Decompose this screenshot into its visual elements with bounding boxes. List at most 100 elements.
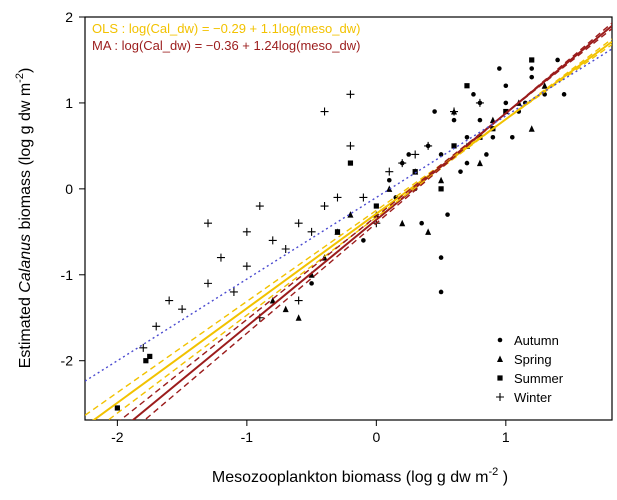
x-axis-label: Mesozooplankton biomass (log g dw m-2 ) — [212, 466, 508, 486]
equation-label: MA : log(Cal_dw) = −0.36 + 1.24log(meso_… — [92, 38, 360, 53]
fit-line — [85, 48, 612, 382]
point — [529, 66, 535, 71]
point — [165, 296, 174, 305]
point — [229, 287, 238, 296]
y-label-text: ) — [17, 68, 34, 73]
point — [406, 152, 412, 157]
point — [528, 125, 535, 132]
point — [484, 152, 489, 157]
x-tick-label: -2 — [111, 429, 124, 445]
legend-marker — [497, 375, 503, 381]
legend-marker — [496, 393, 504, 401]
y-tick-label: -2 — [61, 353, 74, 369]
point — [294, 219, 303, 228]
point — [425, 228, 432, 235]
y-label-text: biomass (log g dw m — [17, 83, 34, 234]
point — [216, 253, 225, 262]
point — [359, 193, 368, 202]
point — [346, 141, 355, 150]
point — [295, 314, 302, 321]
y-tick-label: 1 — [65, 95, 73, 111]
plot-frame — [84, 16, 613, 421]
point — [309, 281, 314, 286]
point — [204, 279, 213, 288]
legend-label: Winter — [514, 390, 552, 405]
point — [347, 160, 354, 166]
point — [282, 305, 289, 313]
point — [490, 134, 496, 140]
point — [497, 66, 502, 71]
point — [268, 236, 277, 245]
point — [471, 92, 476, 97]
point — [152, 322, 161, 331]
point — [242, 262, 251, 271]
legend-marker — [497, 337, 503, 343]
point — [476, 159, 483, 167]
point — [333, 193, 342, 202]
point — [561, 92, 567, 97]
y-tick-label: 2 — [65, 9, 73, 25]
point — [361, 238, 366, 243]
x-label-text: ) — [498, 469, 508, 486]
point — [555, 57, 560, 63]
point — [373, 203, 379, 209]
point — [458, 169, 463, 174]
point — [438, 176, 445, 184]
fit-line — [107, 38, 612, 420]
x-tick-label: 0 — [372, 429, 380, 445]
point — [438, 255, 444, 260]
point — [475, 98, 484, 107]
fit-line — [143, 22, 612, 420]
point — [464, 134, 470, 140]
point — [424, 141, 433, 150]
legend-marker — [497, 355, 503, 362]
legend-label: Autumn — [514, 333, 559, 348]
point — [281, 245, 290, 254]
point — [529, 74, 535, 80]
point — [438, 289, 444, 295]
point — [143, 358, 149, 364]
y-tick-label: -1 — [61, 267, 74, 283]
y-label-text: Estimated — [17, 293, 34, 369]
plot-area — [85, 22, 612, 420]
y-tick-label: 0 — [65, 181, 73, 197]
point — [451, 117, 457, 123]
point — [411, 150, 420, 159]
point — [477, 117, 483, 123]
point — [503, 108, 509, 115]
point — [503, 83, 509, 89]
point — [385, 167, 394, 176]
point — [139, 343, 148, 352]
y-label-exp: -2 — [14, 73, 26, 83]
point — [398, 159, 407, 168]
point — [445, 212, 450, 217]
point — [204, 219, 213, 228]
point — [399, 219, 406, 227]
point — [334, 229, 341, 235]
equation-label: OLS : log(Cal_dw) = −0.29 + 1.1log(meso_… — [92, 21, 360, 36]
point — [541, 82, 548, 89]
x-label-exp: -2 — [489, 466, 499, 478]
point — [307, 227, 316, 236]
legend-label: Spring — [514, 352, 552, 367]
point — [529, 57, 535, 63]
legend-label: Summer — [514, 371, 564, 386]
point — [178, 305, 187, 314]
point — [242, 227, 251, 236]
y-axis-label: Estimated Calanus biomass (log g dw m-2) — [14, 68, 34, 369]
point — [114, 405, 120, 411]
point — [308, 271, 315, 278]
point — [347, 211, 354, 218]
point — [438, 152, 444, 157]
point — [464, 83, 470, 89]
fit-line — [119, 28, 612, 420]
point — [346, 90, 355, 99]
point — [419, 220, 424, 226]
point — [320, 107, 329, 116]
point — [464, 160, 470, 166]
point — [255, 202, 264, 211]
fit-line — [85, 43, 612, 416]
point — [432, 109, 437, 114]
point — [451, 143, 457, 149]
